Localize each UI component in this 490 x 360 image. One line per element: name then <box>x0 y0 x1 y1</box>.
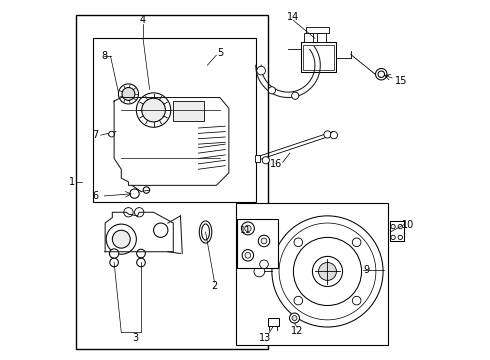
Polygon shape <box>105 212 173 252</box>
Circle shape <box>242 249 254 261</box>
Polygon shape <box>114 98 229 185</box>
Text: 11: 11 <box>240 226 251 235</box>
Text: 2: 2 <box>211 281 218 291</box>
Ellipse shape <box>199 221 212 243</box>
Text: 13: 13 <box>259 333 271 343</box>
Text: 7: 7 <box>92 130 98 140</box>
Circle shape <box>378 71 385 77</box>
Circle shape <box>313 256 343 287</box>
Circle shape <box>272 216 383 327</box>
Bar <box>390 221 404 241</box>
Text: 5: 5 <box>217 48 223 58</box>
Bar <box>268 319 279 326</box>
Text: 9: 9 <box>364 265 370 275</box>
Circle shape <box>294 238 303 247</box>
Bar <box>306 27 329 33</box>
Bar <box>304 33 313 42</box>
Circle shape <box>142 98 166 122</box>
Circle shape <box>398 235 402 239</box>
Circle shape <box>294 296 303 305</box>
Bar <box>93 39 256 202</box>
Circle shape <box>257 66 266 75</box>
Circle shape <box>254 266 265 277</box>
Circle shape <box>119 84 139 104</box>
Ellipse shape <box>201 224 210 240</box>
Circle shape <box>318 262 337 280</box>
Bar <box>317 33 326 42</box>
Circle shape <box>137 249 146 258</box>
Circle shape <box>330 132 338 139</box>
Circle shape <box>292 316 297 320</box>
Circle shape <box>109 249 119 258</box>
Circle shape <box>130 189 139 198</box>
Circle shape <box>137 258 146 267</box>
Text: 14: 14 <box>287 12 299 22</box>
Circle shape <box>143 187 149 193</box>
Circle shape <box>375 68 387 80</box>
Circle shape <box>112 230 130 248</box>
Circle shape <box>242 222 254 235</box>
Text: 8: 8 <box>101 51 107 61</box>
Bar <box>76 15 269 348</box>
Circle shape <box>258 235 270 247</box>
Circle shape <box>136 93 171 127</box>
Circle shape <box>245 252 251 258</box>
Circle shape <box>122 87 135 100</box>
Text: 4: 4 <box>140 15 146 26</box>
Circle shape <box>279 223 376 320</box>
Circle shape <box>391 235 395 239</box>
Circle shape <box>352 296 361 305</box>
Circle shape <box>262 157 270 164</box>
Circle shape <box>261 238 267 244</box>
Circle shape <box>290 313 299 323</box>
Circle shape <box>398 225 402 229</box>
Bar <box>255 155 260 162</box>
Circle shape <box>153 223 168 237</box>
Bar <box>237 220 278 268</box>
Circle shape <box>135 208 144 217</box>
Circle shape <box>124 208 133 217</box>
Circle shape <box>269 87 275 94</box>
Circle shape <box>352 238 361 247</box>
Bar <box>173 101 204 121</box>
Text: 15: 15 <box>395 76 407 86</box>
Circle shape <box>324 131 331 138</box>
Circle shape <box>110 258 119 267</box>
Circle shape <box>245 225 251 231</box>
Circle shape <box>106 224 136 254</box>
Circle shape <box>391 225 395 229</box>
Bar <box>303 45 334 69</box>
Text: 1: 1 <box>69 177 75 187</box>
Text: 16: 16 <box>270 159 283 169</box>
Text: 12: 12 <box>291 325 303 336</box>
Circle shape <box>294 237 362 306</box>
Circle shape <box>292 92 299 99</box>
Text: 10: 10 <box>402 220 414 230</box>
Text: 3: 3 <box>133 333 139 343</box>
Bar <box>300 42 337 72</box>
Circle shape <box>109 131 115 137</box>
Text: 6: 6 <box>92 191 98 201</box>
Circle shape <box>260 260 269 269</box>
Bar <box>236 203 389 345</box>
